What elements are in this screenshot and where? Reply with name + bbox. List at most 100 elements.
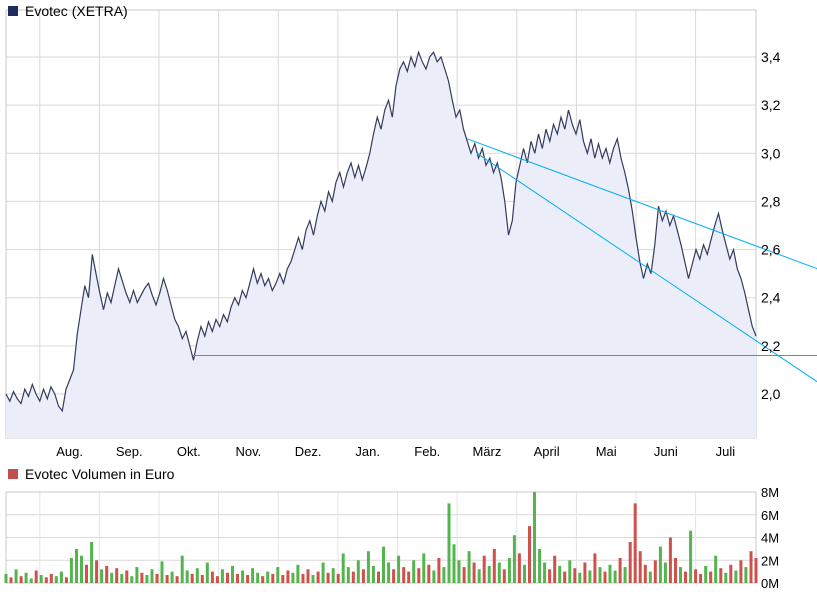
volume-bar [140, 572, 144, 583]
volume-bar [115, 568, 119, 583]
volume-bar [598, 567, 602, 583]
price-legend-label: Evotec (XETRA) [25, 3, 128, 19]
volume-bar [135, 567, 139, 583]
volume-bar [170, 571, 174, 583]
price-y-tick-label: 2,0 [761, 386, 781, 402]
volume-bar [427, 564, 431, 583]
volume-bar [90, 542, 94, 583]
volume-bar [120, 573, 124, 583]
volume-bar [568, 560, 572, 584]
volume-bar [346, 567, 350, 583]
volume-plot-border [5, 491, 757, 584]
volume-bar [321, 562, 325, 583]
volume-bar [422, 553, 426, 583]
volume-y-tick-label: 0M [761, 576, 779, 591]
volume-bar [482, 555, 486, 583]
volume-bar [578, 572, 582, 583]
volume-bar [588, 570, 592, 583]
volume-bar [679, 567, 682, 583]
volume-bar [190, 573, 194, 583]
volume-y-tick-label: 2M [761, 553, 779, 568]
volume-bar [356, 560, 360, 584]
volume-bar [638, 551, 642, 583]
price-y-tick-label: 3,4 [761, 49, 781, 65]
volume-bar [674, 558, 677, 583]
volume-bar [623, 567, 627, 583]
volume-y-tick-label: 4M [761, 531, 779, 546]
price-y-tick-label: 3,0 [761, 145, 781, 161]
volume-bar [85, 564, 88, 583]
volume-bar [573, 568, 577, 583]
volume-bar [658, 546, 662, 583]
volume-bar [200, 575, 204, 583]
trendline [467, 138, 817, 270]
volume-bar [533, 492, 536, 583]
volume-bar [417, 568, 421, 583]
volume-y-tick-label: 6M [761, 508, 779, 523]
volume-bar [19, 576, 23, 583]
volume-bar [447, 503, 451, 583]
volume-bar [744, 567, 748, 583]
volume-bar [145, 575, 149, 583]
x-tick-label: Juli [716, 444, 736, 459]
trendline [476, 152, 817, 383]
volume-bar [628, 542, 632, 583]
volume-bar [59, 571, 63, 583]
volume-bar [54, 576, 58, 583]
price-line [5, 50, 757, 413]
volume-bar [382, 546, 385, 583]
volume-bar [165, 575, 169, 583]
volume-bar [392, 569, 396, 583]
volume-bar [608, 564, 612, 583]
volume-bar [80, 555, 83, 583]
volume-bar [603, 571, 607, 583]
volume-bar [210, 571, 214, 583]
volume-bar [261, 576, 265, 583]
volume-bar [613, 570, 617, 583]
volume-legend-label: Evotec Volumen in Euro [25, 466, 175, 482]
volume-bar [507, 558, 511, 583]
volume-bar [653, 560, 657, 584]
volume-bar [402, 567, 406, 583]
volume-bar [462, 567, 466, 583]
volume-bar [125, 570, 129, 583]
volume-bar [24, 572, 28, 583]
volume-bar [220, 569, 224, 583]
volume-bar [648, 571, 652, 583]
volume-bar [663, 562, 667, 583]
volume-y-tick-label: 8M [761, 486, 779, 500]
volume-bar [699, 573, 703, 583]
volume-bar [276, 567, 280, 583]
volume-bar [487, 565, 491, 583]
x-tick-label: April [534, 444, 560, 459]
volume-bar [75, 548, 78, 583]
volume-bar [246, 575, 250, 583]
volume-bar [195, 568, 199, 583]
price-chart: 3,4 3,2 3,0 2,8 2,6 2,4 2,2 2,0 Aug. Sep. Okt. Nov.… [5, 9, 817, 459]
volume-bar [749, 551, 753, 583]
volume-bar [492, 548, 496, 583]
x-tick-label: Dez. [295, 444, 322, 459]
volume-bar [366, 551, 370, 583]
volume-bar [457, 560, 461, 584]
volume-bar [412, 560, 416, 584]
volume-bar [306, 569, 310, 583]
x-tick-label: Aug. [56, 444, 83, 459]
volume-bar [361, 569, 365, 583]
volume-bar [502, 569, 506, 583]
x-tick-label: März [472, 444, 501, 459]
volume-bar [160, 561, 164, 583]
volume-bar [281, 575, 285, 583]
volume-bar [643, 564, 647, 583]
volume-bar [44, 577, 48, 583]
price-y-tick-label: 3,2 [761, 97, 781, 113]
volume-bar [351, 571, 355, 583]
volume-bar [215, 576, 219, 583]
volume-bar [467, 551, 471, 583]
volume-bar [397, 555, 401, 583]
volume-bar [583, 562, 587, 583]
volume-bar [517, 553, 521, 583]
volume-bar [633, 503, 637, 583]
volume-bar [523, 564, 526, 583]
volume-bar [29, 578, 33, 583]
